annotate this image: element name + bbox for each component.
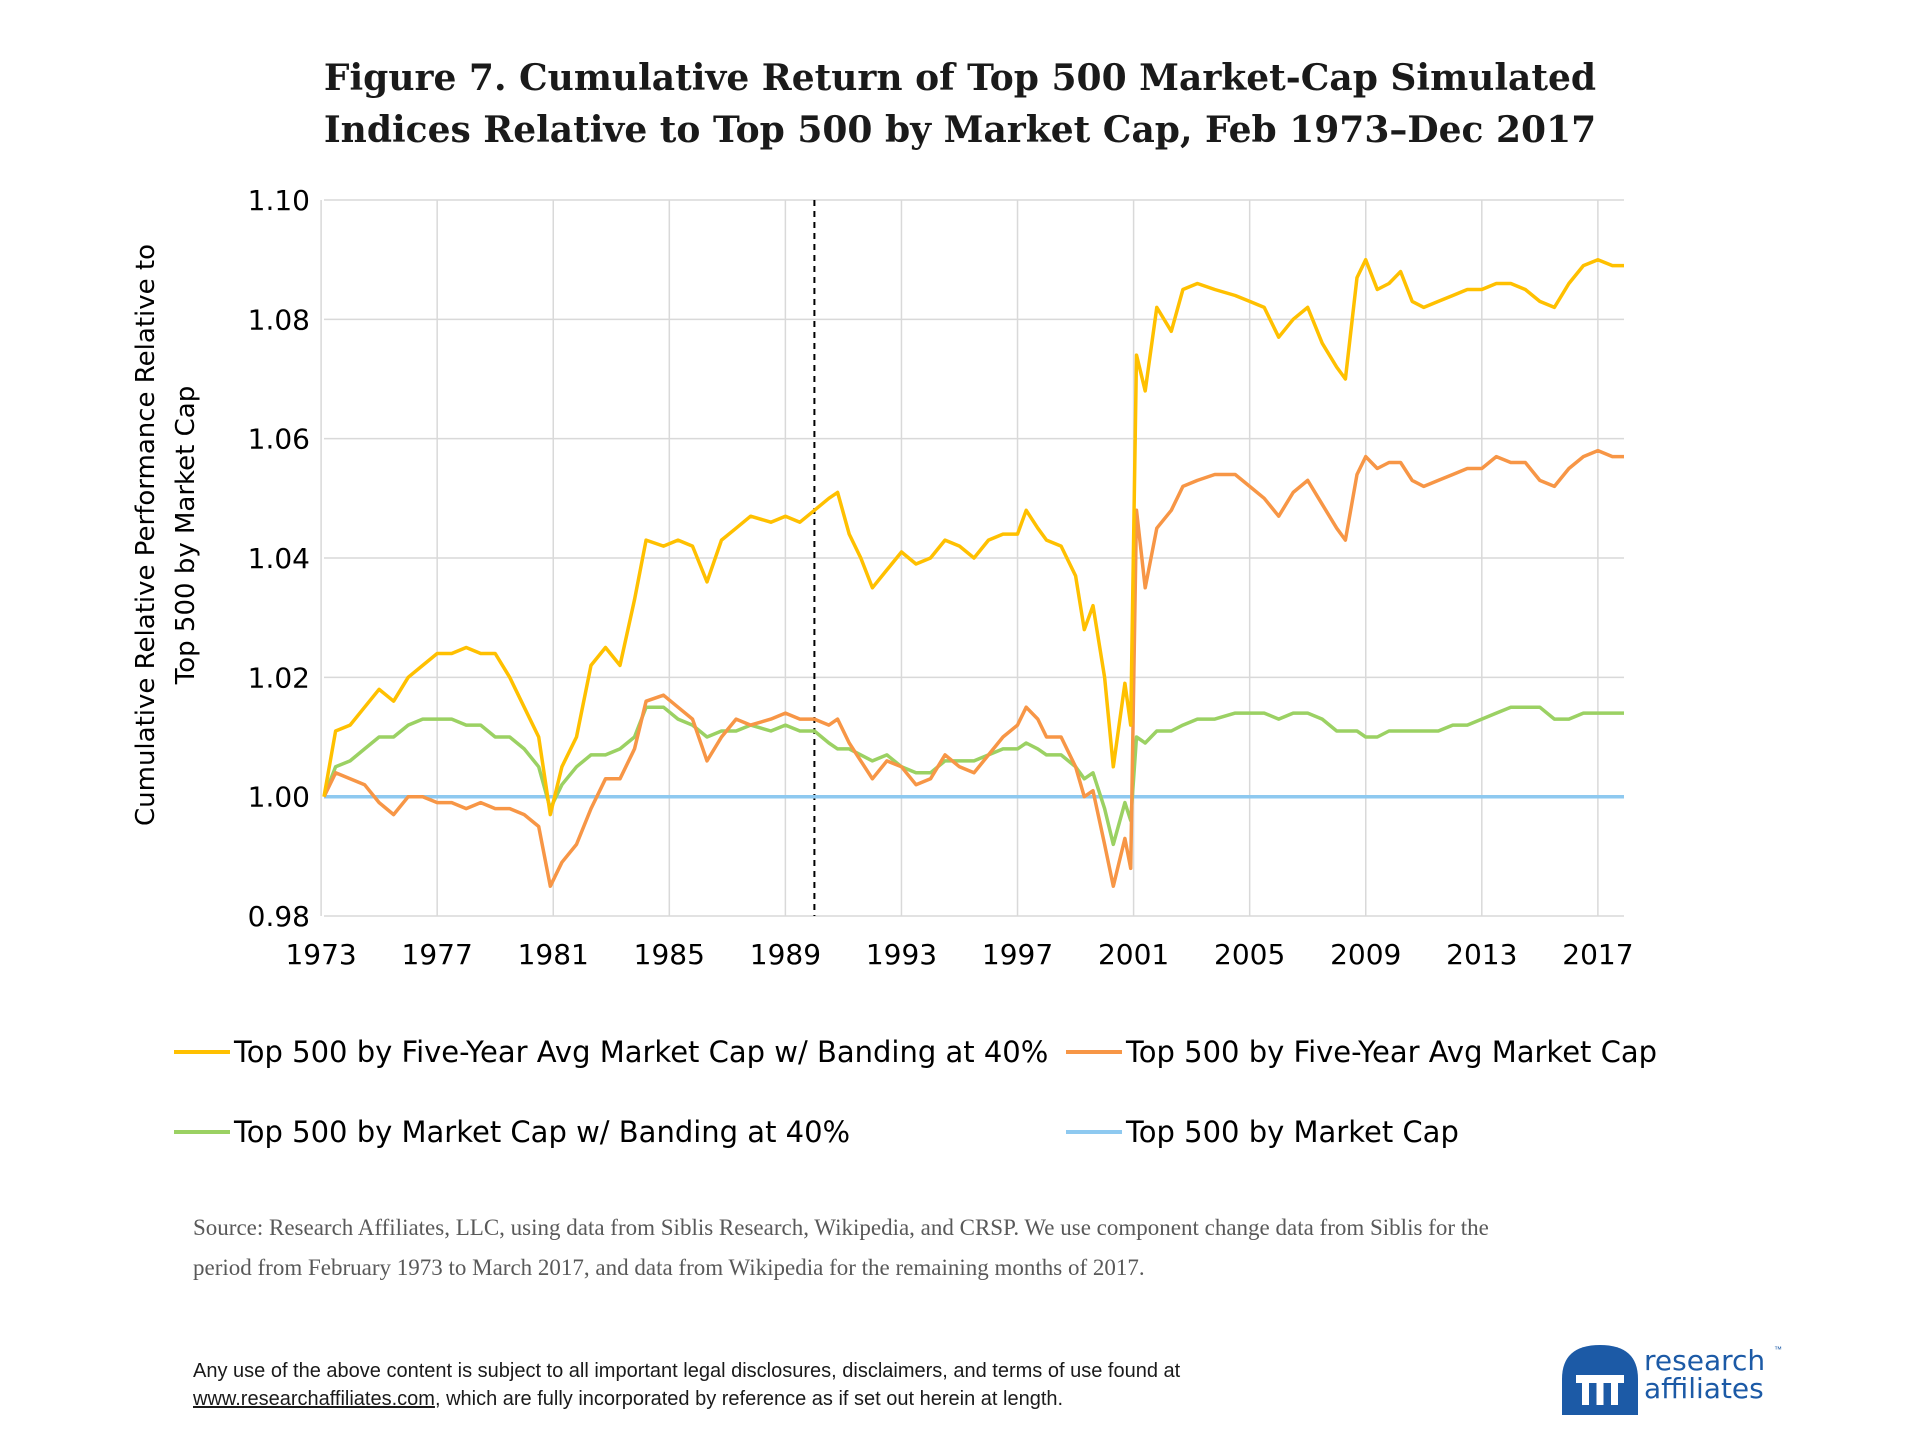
x-tick-label: 2009 bbox=[1330, 938, 1401, 971]
figure-title: Figure 7. Cumulative Return of Top 500 M… bbox=[0, 52, 1920, 156]
logo-wordmark: research affiliates bbox=[1644, 1347, 1765, 1403]
x-tick-label: 2017 bbox=[1562, 938, 1633, 971]
x-tick-label: 2001 bbox=[1098, 938, 1169, 971]
disclaimer-line2: www.researchaffiliates.com, which are fu… bbox=[193, 1385, 1393, 1413]
legend-label-3: Top 500 by Market Cap w/ Banding at 40% bbox=[233, 1115, 850, 1149]
source-line1: Source: Research Affiliates, LLC, using … bbox=[193, 1215, 1489, 1240]
x-tick-label: 1997 bbox=[982, 938, 1053, 971]
tick-layer: 0.98 1.00 1.02 1.04 1.06 1.08 1.10 1973 1977 1981… bbox=[248, 184, 1634, 971]
y-tick-label: 1.00 bbox=[248, 781, 310, 814]
y-axis-label-line2: Top 500 by Market Cap bbox=[171, 386, 201, 685]
legend-label-2: Top 500 by Five-Year Avg Market Cap bbox=[1125, 1035, 1657, 1069]
legend-label-1: Top 500 by Five-Year Avg Market Cap w/ B… bbox=[233, 1035, 1048, 1069]
disclaimer: Any use of the above content is subject … bbox=[193, 1357, 1393, 1413]
research-affiliates-logo[interactable]: research affiliates ™ bbox=[1562, 1345, 1792, 1415]
disclaimer-line2-rest: , which are fully incorporated by refere… bbox=[434, 1388, 1064, 1410]
x-tick-label: 1989 bbox=[750, 938, 821, 971]
y-axis-label-line1: Cumulative Relative Performance Relative… bbox=[131, 244, 161, 826]
series-line-3 bbox=[322, 705, 1624, 847]
y-tick-label: 1.10 bbox=[248, 184, 310, 217]
x-tick-label: 2013 bbox=[1446, 938, 1517, 971]
series-line-1 bbox=[322, 257, 1624, 817]
y-tick-label: 1.06 bbox=[248, 423, 310, 456]
figure-title-line1: Figure 7. Cumulative Return of Top 500 M… bbox=[323, 57, 1597, 99]
series-line-2 bbox=[322, 448, 1624, 888]
disclaimer-line1: Any use of the above content is subject … bbox=[193, 1360, 1181, 1382]
y-axis-label: Cumulative Relative Performance Relative… bbox=[131, 244, 201, 826]
logo-mark-icon bbox=[1562, 1345, 1638, 1415]
y-tick-label: 0.98 bbox=[248, 900, 310, 933]
x-tick-label: 2005 bbox=[1214, 938, 1285, 971]
figure-title-line2: Indices Relative to Top 500 by Market Ca… bbox=[323, 109, 1597, 151]
x-tick-label: 1993 bbox=[866, 938, 937, 971]
x-tick-label: 1981 bbox=[518, 938, 589, 971]
y-tick-label: 1.02 bbox=[248, 661, 310, 694]
x-tick-label: 1985 bbox=[634, 938, 705, 971]
website-link[interactable]: www.researchaffiliates.com bbox=[193, 1388, 435, 1410]
line-chart: 0.98 1.00 1.02 1.04 1.06 1.08 1.10 1973 1977 1981… bbox=[131, 184, 1657, 1149]
legend-label-4: Top 500 by Market Cap bbox=[1125, 1115, 1459, 1149]
y-tick-label: 1.08 bbox=[248, 303, 310, 336]
x-tick-label: 1977 bbox=[402, 938, 473, 971]
legend: Top 500 by Five-Year Avg Market Cap w/ B… bbox=[174, 1035, 1657, 1149]
series-layer bbox=[322, 257, 1624, 888]
source-note: Source: Research Affiliates, LLC, using … bbox=[193, 1208, 1753, 1288]
logo-trademark: ™ bbox=[1774, 1345, 1782, 1354]
logo-word-affiliates: affiliates bbox=[1644, 1372, 1764, 1405]
x-tick-label: 1973 bbox=[285, 938, 356, 971]
y-tick-label: 1.04 bbox=[248, 542, 310, 575]
logo-word-research: research bbox=[1644, 1344, 1766, 1377]
source-line2: period from February 1973 to March 2017,… bbox=[193, 1255, 1145, 1280]
